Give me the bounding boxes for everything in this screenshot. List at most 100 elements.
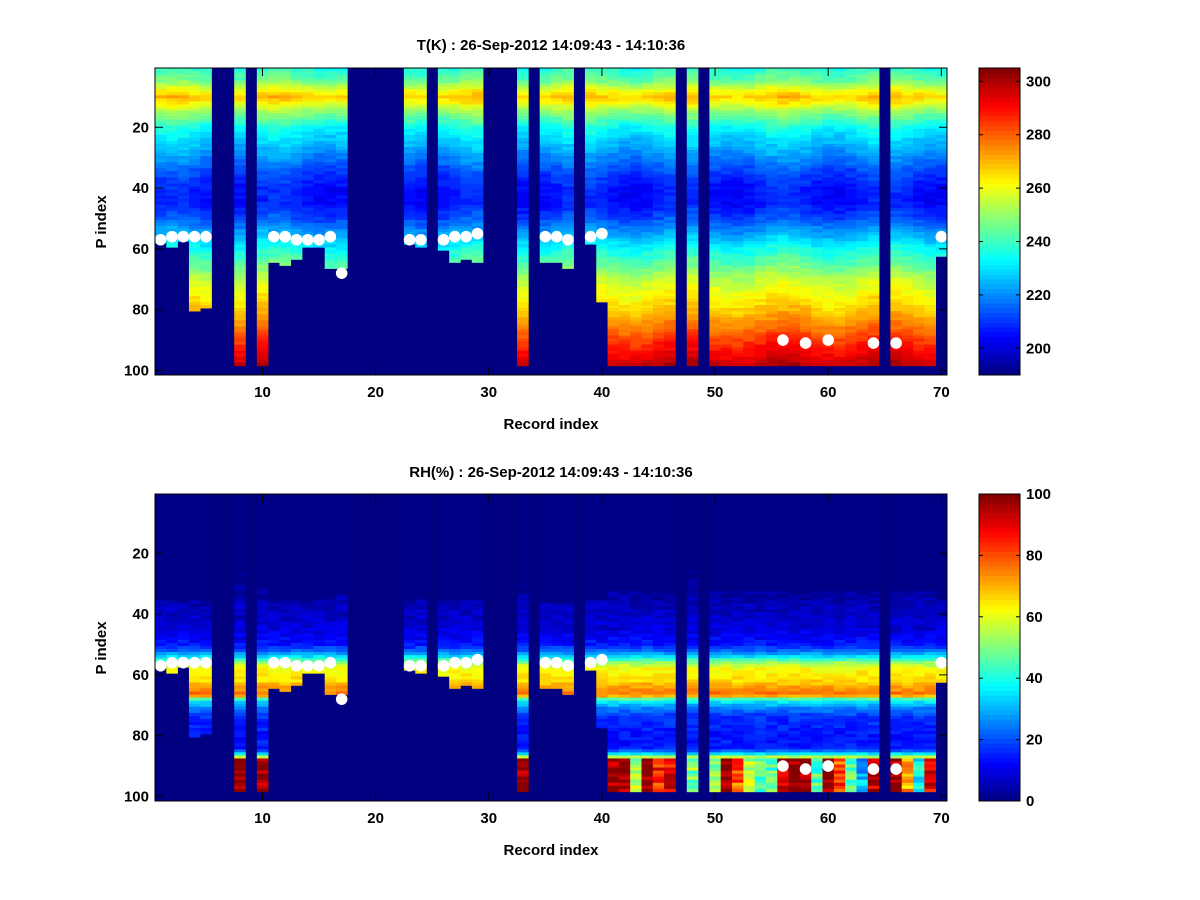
heatmap-cell	[913, 350, 925, 355]
heatmap-cell	[845, 180, 857, 184]
heatmap-cell	[732, 232, 744, 236]
heatmap-cell	[607, 110, 620, 114]
heatmap-cell	[234, 633, 246, 638]
heatmap-cell	[765, 350, 778, 358]
heatmap-cell	[460, 229, 473, 233]
heatmap-cell	[290, 642, 303, 650]
heatmap-cell	[788, 286, 801, 291]
heatmap-cell	[799, 80, 812, 84]
heatmap-cell	[234, 189, 246, 193]
heatmap-cell	[234, 110, 246, 114]
heatmap-cell	[256, 232, 269, 236]
heatmap-cell	[890, 253, 903, 257]
heatmap-cell	[788, 308, 801, 312]
heatmap-cell	[177, 137, 190, 145]
heatmap-cell	[822, 235, 835, 239]
heatmap-cell	[913, 98, 925, 102]
heatmap-cell	[618, 618, 631, 626]
heatmap-cell	[630, 210, 642, 215]
heatmap-cell	[867, 247, 880, 254]
heatmap-cell	[336, 177, 348, 181]
heatmap-cell	[709, 621, 722, 626]
heatmap-cell	[460, 98, 473, 105]
heatmap-cell	[822, 344, 835, 348]
heatmap-cell	[788, 180, 801, 184]
heatmap-cell	[867, 156, 880, 163]
heatmap-cell	[901, 165, 914, 169]
heatmap-cell	[833, 186, 846, 190]
heatmap-cell	[732, 308, 744, 312]
heatmap-cell	[630, 101, 642, 105]
heatmap-cell	[856, 335, 869, 339]
heatmap-cell	[732, 609, 744, 613]
heatmap-cell	[664, 764, 676, 768]
heatmap-cell	[471, 171, 484, 184]
heatmap-column-40	[596, 494, 608, 729]
heatmap-cell	[845, 299, 857, 303]
heatmap-cell	[686, 353, 699, 358]
heatmap-cell	[788, 189, 801, 193]
heatmap-cell	[833, 277, 846, 282]
heatmap-cell	[652, 253, 665, 260]
heatmap-cell	[743, 137, 755, 142]
heatmap-cell	[618, 92, 631, 96]
heatmap-cell	[607, 89, 620, 93]
heatmap-column-3	[177, 494, 190, 668]
heatmap-cell	[188, 241, 201, 245]
heatmap-cell	[743, 128, 755, 133]
heatmap-cell	[641, 746, 654, 750]
heatmap-cell	[562, 639, 574, 644]
heatmap-cell	[709, 80, 722, 84]
heatmap-cell	[166, 216, 178, 221]
heatmap-cell	[709, 606, 722, 610]
heatmap-cell	[788, 86, 801, 90]
heatmap-cell	[607, 758, 620, 762]
heatmap-cell	[290, 71, 303, 75]
heatmap-cell	[788, 247, 801, 251]
heatmap-cell	[913, 274, 925, 282]
heatmap-cell	[403, 150, 416, 154]
heatmap-cell	[596, 299, 608, 303]
heatmap-cell	[856, 147, 869, 151]
heatmap-cell	[890, 302, 903, 312]
heatmap-cell	[788, 89, 801, 93]
heatmap-cell	[743, 299, 755, 309]
heatmap-cell	[913, 128, 925, 139]
heatmap-cell	[686, 162, 699, 166]
heatmap-cell	[618, 782, 631, 787]
heatmap-cell	[539, 192, 552, 196]
heatmap-cell	[607, 274, 620, 279]
heatmap-cell	[596, 80, 608, 84]
heatmap-cell	[302, 652, 314, 656]
heatmap-cell	[732, 71, 744, 75]
heatmap-cell	[686, 639, 699, 644]
heatmap-cell	[664, 92, 676, 96]
heatmap-cell	[788, 244, 801, 248]
heatmap-cell	[607, 326, 620, 330]
heatmap-cell	[403, 171, 416, 181]
heatmap-cell	[924, 338, 936, 345]
marker-point	[596, 227, 608, 240]
heatmap-cell	[256, 761, 269, 765]
heatmap-cell	[743, 213, 755, 218]
heatmap-cell	[471, 609, 484, 616]
heatmap-cell	[811, 89, 823, 96]
heatmap-cell	[437, 658, 450, 662]
heatmap-cell	[539, 89, 552, 93]
heatmap-cell	[324, 198, 337, 203]
heatmap-cell	[256, 362, 269, 367]
heatmap-cell	[777, 119, 789, 124]
heatmap-cell	[641, 658, 654, 662]
heatmap-cell	[437, 125, 450, 130]
heatmap-cell	[415, 83, 427, 87]
heatmap-cell	[596, 219, 608, 224]
heatmap-cell	[720, 700, 733, 705]
heatmap-cell	[845, 332, 857, 336]
heatmap-cell	[607, 104, 620, 108]
heatmap-cell	[336, 198, 348, 203]
heatmap-cell	[551, 679, 563, 683]
heatmap-cell	[720, 98, 733, 102]
heatmap-cell	[845, 122, 857, 127]
heatmap-cell	[517, 712, 529, 717]
heatmap-cell	[664, 679, 676, 683]
